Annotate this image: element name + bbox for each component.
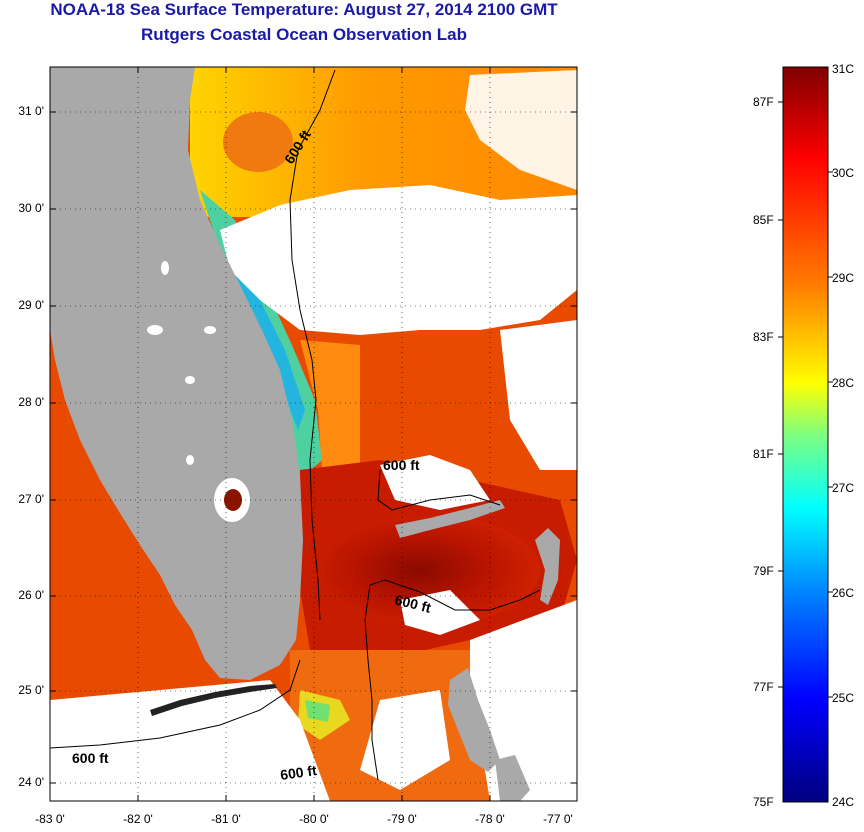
- cloud-bahama: [400, 590, 480, 635]
- colorbar-celsius-label: 30C: [832, 166, 855, 180]
- colorbar-gradient: [782, 66, 829, 803]
- colorbar-celsius-label: 29C: [832, 271, 855, 285]
- lon-tick-label: -83 0': [35, 812, 65, 826]
- cloud-central: [220, 185, 577, 335]
- lon-tick-label: -77 0': [543, 812, 573, 826]
- lat-tick-label: 29 0': [18, 298, 44, 312]
- colorbar-ticks: [778, 101, 833, 698]
- contour-600ft-gulf: [50, 659, 301, 749]
- lat-tick-label: 30 0': [18, 201, 44, 215]
- tick-marks: [50, 67, 577, 801]
- grand-bahama: [395, 500, 505, 538]
- colorbar-celsius-label: 27C: [832, 481, 855, 495]
- cloud-south: [360, 690, 450, 790]
- contour-600ft-bahamas: [377, 469, 501, 511]
- lat-tick-label: 25 0': [18, 683, 44, 697]
- florida-keys: [150, 684, 277, 716]
- contour-label: 600 ft: [383, 457, 420, 473]
- inland-lake: [161, 261, 169, 275]
- colorbar-fahrenheit-label: 87F: [753, 95, 774, 109]
- colorbar-fahrenheit-label: 81F: [753, 447, 774, 461]
- colorbar-celsius-label: 25C: [832, 691, 855, 705]
- lon-tick-label: -81 0': [211, 812, 241, 826]
- cloud-upper-right: [465, 70, 577, 190]
- hot-core: [320, 515, 540, 625]
- colorbar-celsius-label: 31C: [832, 62, 855, 76]
- lon-tick-label: -80 0': [299, 812, 329, 826]
- colorbar-fahrenheit-label: 75F: [753, 795, 774, 809]
- yellow-transition: [300, 340, 360, 480]
- lat-tick-label: 24 0': [18, 775, 44, 789]
- colorbar-fahrenheit-label: 83F: [753, 330, 774, 344]
- contour-label: 600 ft: [279, 762, 318, 783]
- contour-600ft-east-florida: [289, 69, 336, 621]
- colorbar-fahrenheit-label: 77F: [753, 680, 774, 694]
- colorbar-celsius-label: 28C: [832, 376, 855, 390]
- map-subtitle: Rutgers Coastal Ocean Observation Lab: [141, 25, 467, 44]
- lake-okeechobee-warm: [224, 489, 242, 511]
- abaco-island: [535, 528, 560, 605]
- map-title: NOAA-18 Sea Surface Temperature: August …: [50, 0, 558, 19]
- lon-tick-label: -79 0': [387, 812, 417, 826]
- inland-lake: [186, 455, 194, 465]
- colorbar-celsius-label: 26C: [832, 586, 855, 600]
- lat-tick-label: 27 0': [18, 492, 44, 506]
- florida-land: [50, 67, 303, 680]
- inland-lake: [185, 376, 195, 384]
- inland-lake: [147, 325, 163, 335]
- warm-eddy: [223, 112, 293, 172]
- lon-tick-label: -78 0': [475, 812, 505, 826]
- lat-tick-label: 28 0': [18, 395, 44, 409]
- contour-label: 600 ft: [72, 750, 109, 766]
- bahamas-south-islands: [495, 755, 530, 801]
- colorbar-celsius-label: 24C: [832, 795, 855, 809]
- contour-600ft-south: [364, 579, 541, 781]
- colorbar-fahrenheit-label: 85F: [753, 213, 774, 227]
- andros-island: [448, 668, 500, 772]
- lat-tick-label: 26 0': [18, 588, 44, 602]
- southern-green-patch: [305, 700, 330, 722]
- lon-tick-label: -82 0': [123, 812, 153, 826]
- inland-lake: [204, 326, 216, 334]
- colorbar-fahrenheit-label: 79F: [753, 564, 774, 578]
- cloud-east-strip: [500, 320, 577, 470]
- lat-tick-label: 31 0': [18, 104, 44, 118]
